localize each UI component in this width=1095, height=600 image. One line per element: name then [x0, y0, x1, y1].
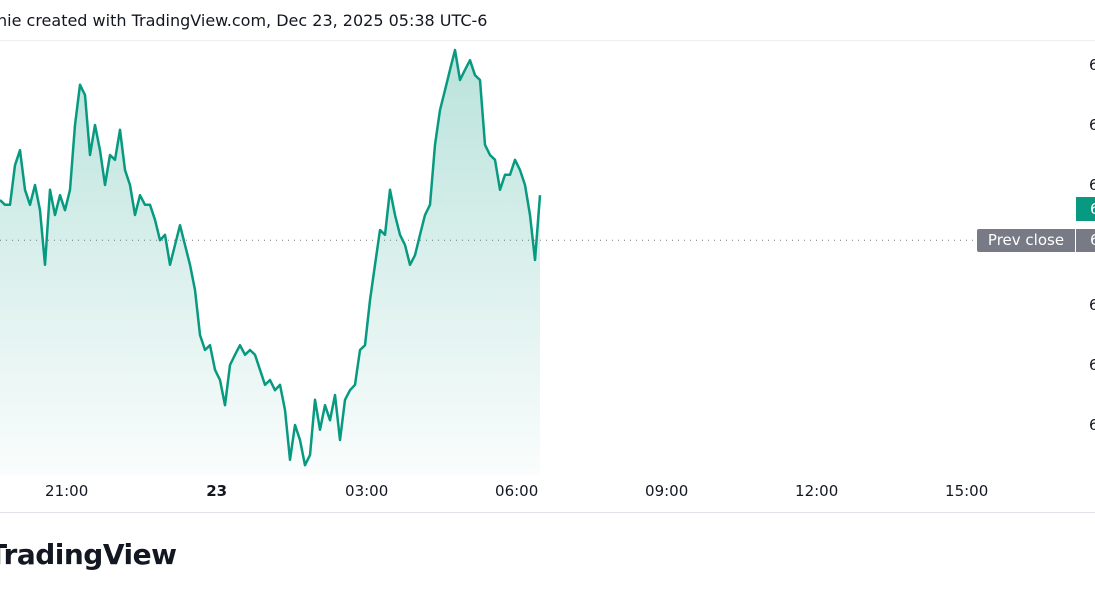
y-tick-label: 6: [1089, 176, 1095, 194]
price-chart[interactable]: [0, 0, 1095, 512]
x-tick-label: 06:00: [495, 482, 539, 500]
prev-close-label: Prev close: [977, 229, 1075, 252]
y-tick-label: 6: [1089, 296, 1095, 314]
x-tick-label: 21:00: [45, 482, 89, 500]
chart-caption-bar: nie created with TradingView.com, Dec 23…: [0, 0, 1095, 41]
y-tick-label: 6: [1089, 416, 1095, 434]
x-tick-label: 03:00: [345, 482, 389, 500]
x-tick-label: 15:00: [945, 482, 989, 500]
y-tick-label: 6: [1089, 56, 1095, 74]
price-area-fill: [0, 50, 540, 475]
x-tick-label: 09:00: [645, 482, 689, 500]
price-line: [0, 48, 542, 467]
chart-caption: nie created with TradingView.com, Dec 23…: [0, 11, 488, 30]
footer-divider: [0, 512, 1095, 513]
y-tick-label: 6: [1089, 116, 1095, 134]
y-tick-label: 6: [1089, 356, 1095, 374]
x-tick-label: 23: [206, 482, 228, 500]
prev-close-value: 6: [1076, 229, 1095, 252]
tradingview-logo[interactable]: TradingView: [0, 538, 177, 571]
current-price-label: 6: [1076, 197, 1095, 221]
x-tick-label: 12:00: [795, 482, 839, 500]
